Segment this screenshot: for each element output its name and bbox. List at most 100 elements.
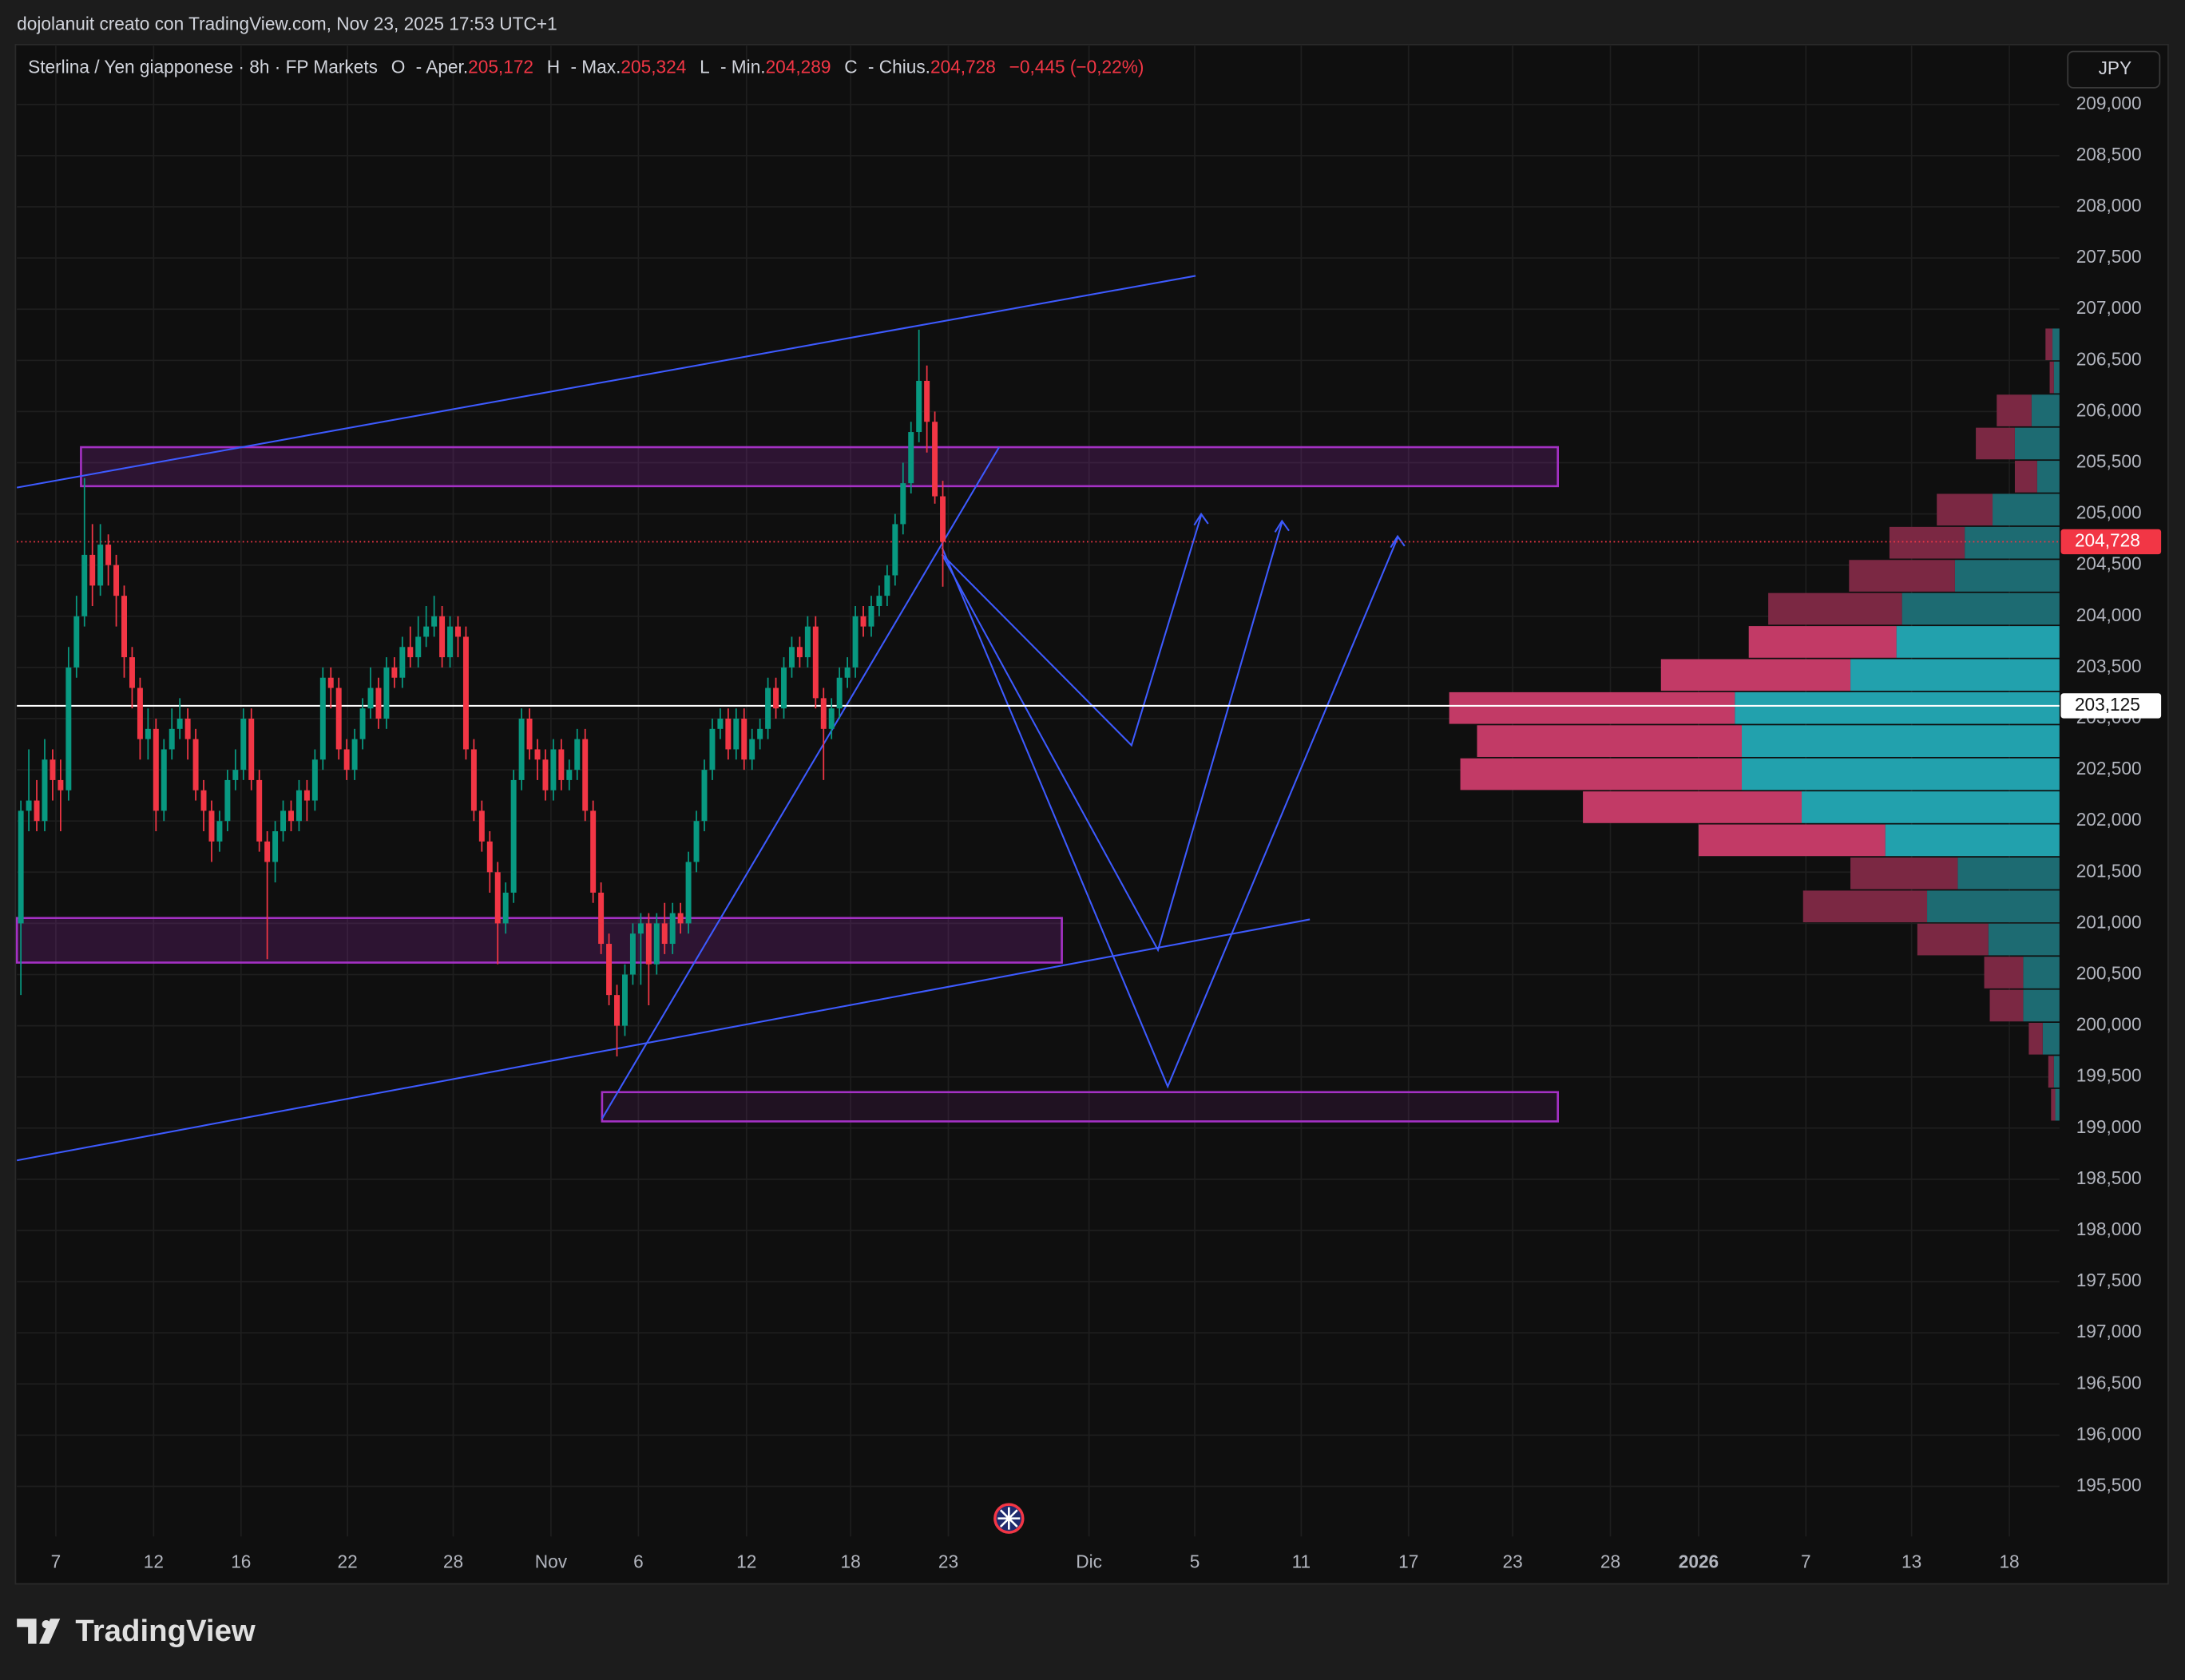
x-tick-label: 16 [231, 1551, 251, 1571]
candle-body [765, 687, 771, 729]
candle-body [295, 790, 302, 822]
candle-body [725, 719, 732, 750]
x-tick-label: 23 [938, 1551, 958, 1571]
y-tick-label: 199,500 [2076, 1065, 2142, 1086]
candle-body [81, 554, 88, 616]
y-tick-label: 205,500 [2076, 450, 2142, 471]
candle-body [868, 605, 874, 627]
candle-body [137, 687, 143, 739]
candle-body [924, 380, 930, 422]
profile-down [2045, 328, 2053, 361]
candle-body [176, 719, 183, 729]
profile-down [1660, 659, 1851, 691]
profile-up [1735, 691, 2060, 724]
candle-body [916, 380, 922, 433]
candle-body [940, 496, 946, 542]
candle-body [407, 647, 414, 658]
candle-body [470, 749, 477, 811]
candle-body [105, 545, 112, 565]
profile-down [1748, 626, 1897, 658]
profile-down [1460, 758, 1742, 790]
volume-profile [1449, 328, 2060, 1121]
legend-key: C [844, 56, 857, 77]
candle-body [900, 483, 906, 525]
projection-path [941, 537, 1399, 1089]
profile-up [1901, 592, 2060, 625]
x-tick-label: 28 [443, 1551, 463, 1571]
legend-key: L [700, 56, 710, 77]
candle-body [741, 719, 748, 760]
candle-body [272, 831, 279, 862]
y-tick-label: 202,000 [2076, 809, 2142, 830]
candle-body [200, 790, 207, 811]
y-tick-label: 201,000 [2076, 911, 2142, 932]
profile-up [1896, 626, 2060, 658]
y-tick-label: 197,000 [2076, 1321, 2142, 1341]
profile-up [1802, 791, 2060, 823]
x-tick-label: 2026 [1679, 1551, 1719, 1571]
brand: TradingView [17, 1614, 256, 1648]
x-tick-label: 13 [1901, 1551, 1921, 1571]
candle-body [264, 841, 271, 862]
y-tick-label: 197,500 [2076, 1270, 2142, 1290]
x-tick-label: 22 [338, 1551, 358, 1571]
currency-button[interactable] [2067, 50, 2161, 89]
y-tick-label: 204,000 [2076, 604, 2142, 625]
profile-up [1965, 526, 2060, 559]
candle-body [375, 687, 382, 719]
candle-body [653, 923, 660, 965]
legend-change: −0,445 (−0,22%) [1009, 56, 1144, 77]
trend-line [601, 446, 1001, 1119]
profile-down [1989, 989, 2024, 1022]
candle-body [637, 923, 644, 934]
legend-field: - Max. [570, 56, 621, 77]
y-tick-label: 202,500 [2076, 758, 2142, 779]
candle-body [129, 657, 135, 688]
candle-body [558, 749, 565, 780]
candle-body [240, 719, 247, 771]
profile-up [1954, 560, 2060, 592]
candle-body [34, 800, 40, 822]
candle-body [153, 728, 159, 811]
candle-body [717, 719, 724, 729]
candle-body [510, 779, 517, 893]
candle-body [42, 759, 48, 822]
profile-down [2051, 1088, 2056, 1121]
candle-body [169, 728, 175, 750]
candle-body [685, 862, 692, 924]
candle-body [216, 821, 223, 842]
arrow-head [1390, 534, 1406, 549]
candle-body [876, 596, 882, 606]
x-tick-label: 5 [1190, 1551, 1200, 1571]
profile-up [1885, 824, 2060, 857]
candle-body [58, 779, 64, 790]
candle-body [781, 667, 787, 709]
zone-rect [15, 917, 1063, 964]
candle-body [454, 626, 461, 637]
candle-body [534, 749, 541, 760]
candle-body [566, 770, 573, 780]
y-tick-label: 198,000 [2076, 1218, 2142, 1239]
profile-down [2014, 461, 2037, 493]
projection-path [941, 515, 1203, 747]
projection-path [941, 521, 1283, 953]
candle-body [303, 790, 310, 801]
grid [17, 44, 2060, 1537]
profile-down [1976, 427, 2015, 460]
profile-down [1850, 857, 1958, 890]
candle-body [89, 554, 96, 586]
x-tick-label: 17 [1398, 1551, 1418, 1571]
x-tick-label: Nov [535, 1551, 568, 1571]
legend-value: 204,289 [766, 56, 831, 77]
x-tick-label: 12 [736, 1551, 756, 1571]
y-tick-label: 196,000 [2076, 1423, 2142, 1444]
y-tick-label: 206,000 [2076, 399, 2142, 420]
profile-up [1993, 493, 2060, 526]
flag-cross [997, 1507, 1021, 1530]
brand-name: TradingView [75, 1614, 255, 1648]
y-tick-label: 201,500 [2076, 860, 2142, 881]
currency-label[interactable]: JPY [2099, 57, 2132, 78]
candle-body [542, 759, 549, 790]
candle-body [359, 708, 366, 739]
candle-body [693, 821, 700, 862]
